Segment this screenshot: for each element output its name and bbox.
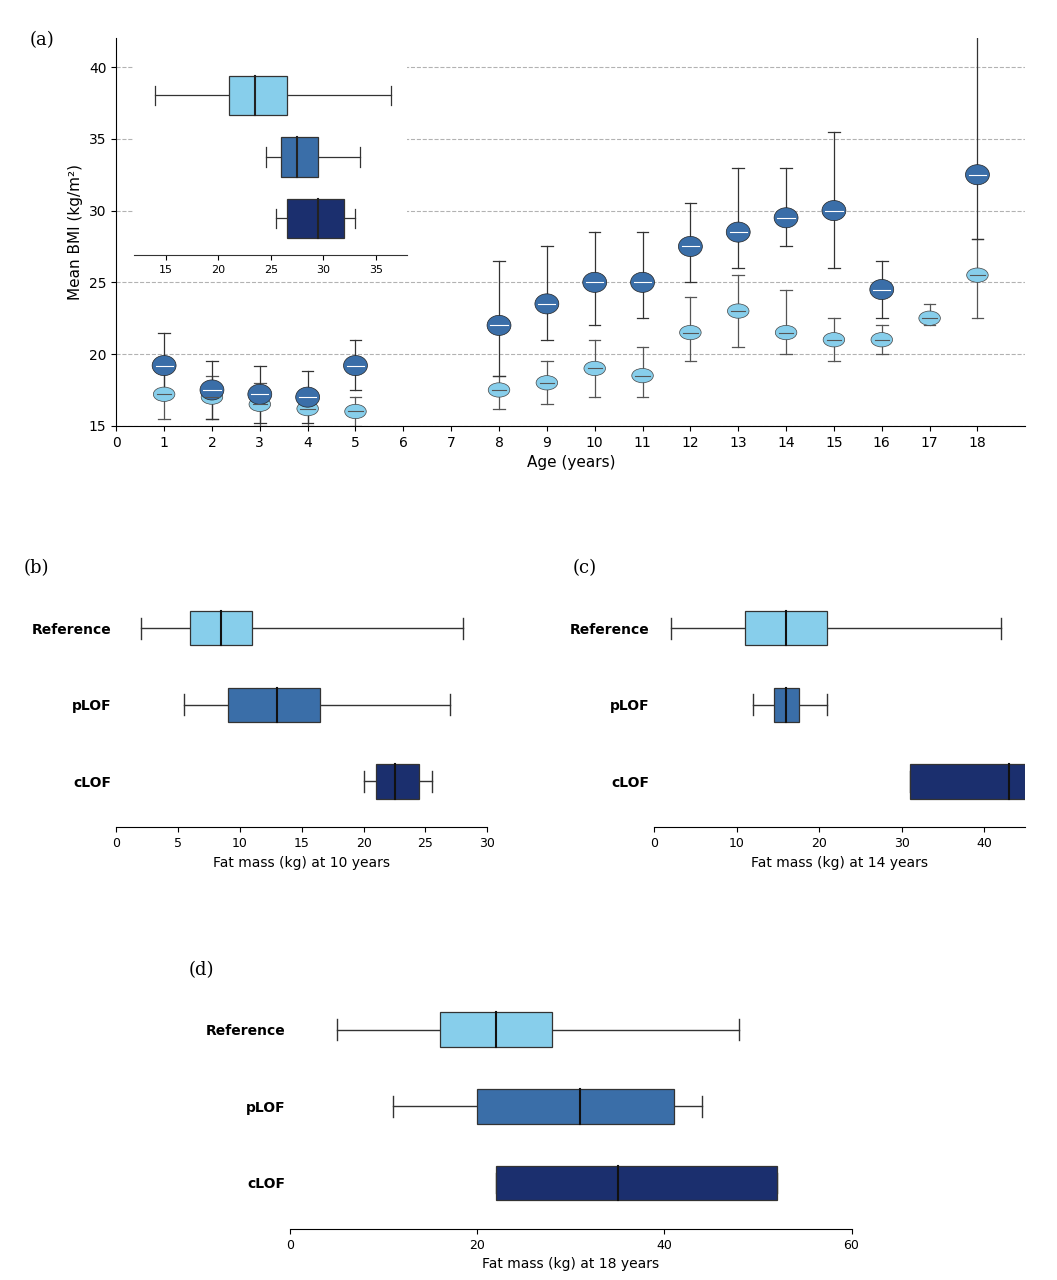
- Bar: [190, 611, 253, 645]
- Bar: [477, 1089, 673, 1124]
- Y-axis label: Mean BMI (kg/m²): Mean BMI (kg/m²): [69, 164, 84, 300]
- Ellipse shape: [249, 397, 271, 411]
- Ellipse shape: [344, 356, 368, 375]
- Ellipse shape: [487, 315, 511, 335]
- X-axis label: Age (years): Age (years): [526, 456, 615, 470]
- Bar: [440, 1012, 552, 1047]
- Ellipse shape: [201, 390, 223, 404]
- Text: (d): (d): [189, 961, 215, 979]
- Ellipse shape: [297, 402, 318, 416]
- Ellipse shape: [153, 387, 174, 402]
- Ellipse shape: [680, 325, 701, 339]
- Ellipse shape: [726, 221, 750, 242]
- Ellipse shape: [631, 273, 654, 292]
- Ellipse shape: [871, 333, 892, 347]
- X-axis label: Fat mass (kg) at 14 years: Fat mass (kg) at 14 years: [752, 855, 928, 869]
- Ellipse shape: [247, 384, 272, 404]
- X-axis label: Fat mass (kg) at 18 years: Fat mass (kg) at 18 years: [482, 1257, 660, 1271]
- Text: (b): (b): [23, 559, 49, 577]
- Ellipse shape: [488, 383, 509, 397]
- Ellipse shape: [870, 279, 894, 300]
- Bar: [227, 687, 320, 722]
- Bar: [745, 611, 828, 645]
- Ellipse shape: [632, 369, 653, 383]
- X-axis label: Fat mass (kg) at 10 years: Fat mass (kg) at 10 years: [214, 855, 390, 869]
- Ellipse shape: [822, 201, 846, 220]
- Ellipse shape: [774, 207, 798, 228]
- Bar: [910, 764, 1025, 799]
- Ellipse shape: [536, 375, 558, 390]
- Ellipse shape: [345, 404, 367, 419]
- Ellipse shape: [679, 237, 702, 256]
- Bar: [376, 764, 420, 799]
- Bar: [774, 687, 798, 722]
- Text: (c): (c): [573, 559, 597, 577]
- Ellipse shape: [582, 273, 607, 292]
- Ellipse shape: [583, 361, 606, 375]
- Text: (a): (a): [30, 31, 55, 49]
- Ellipse shape: [919, 311, 941, 325]
- Ellipse shape: [727, 303, 749, 319]
- Ellipse shape: [152, 356, 177, 375]
- Bar: [496, 1166, 777, 1201]
- Ellipse shape: [535, 294, 559, 314]
- Ellipse shape: [823, 333, 845, 347]
- Ellipse shape: [967, 268, 988, 283]
- Ellipse shape: [200, 380, 224, 401]
- Ellipse shape: [965, 165, 989, 184]
- Ellipse shape: [775, 325, 797, 339]
- Ellipse shape: [296, 387, 319, 407]
